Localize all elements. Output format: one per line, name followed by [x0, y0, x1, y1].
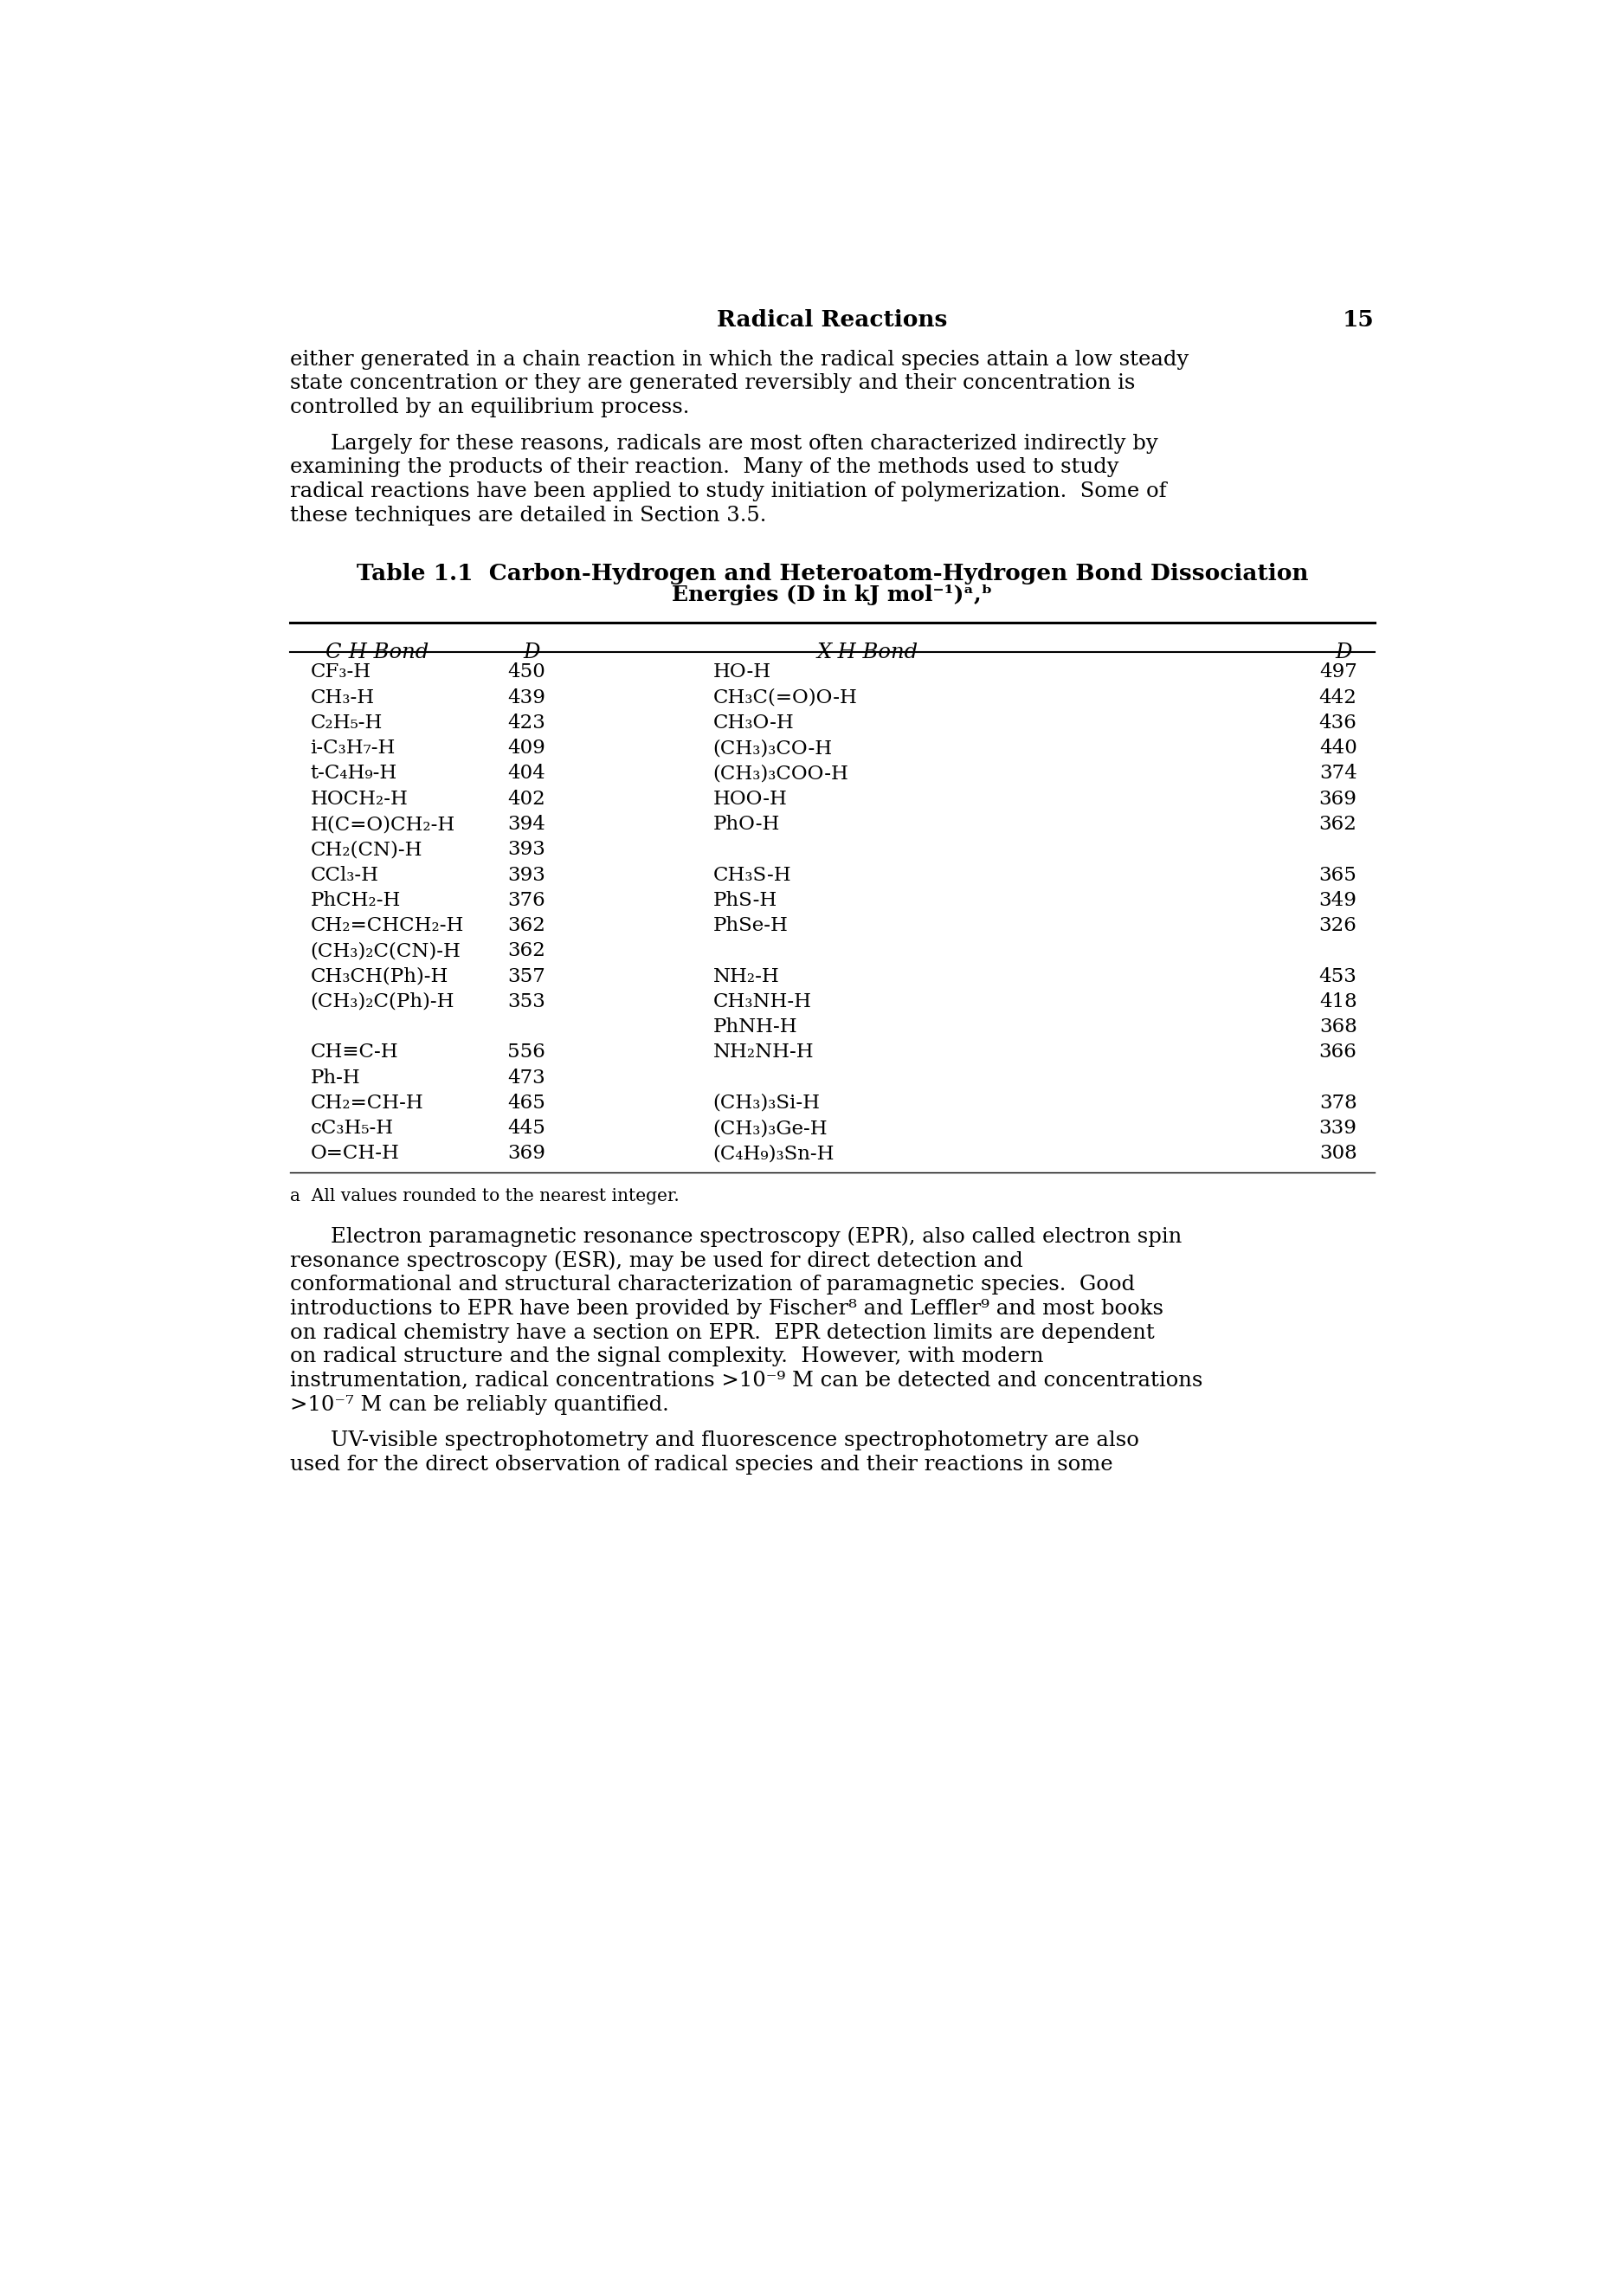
Text: 15: 15 — [1343, 309, 1374, 332]
Text: CH₃CH(Ph)-H: CH₃CH(Ph)-H — [310, 966, 448, 986]
Text: Largely for these reasons, radicals are most often characterized indirectly by: Largely for these reasons, radicals are … — [330, 434, 1158, 452]
Text: on radical structure and the signal complexity.  However, with modern: on radical structure and the signal comp… — [291, 1348, 1044, 1366]
Text: PhO-H: PhO-H — [713, 814, 780, 834]
Text: 326: 326 — [1319, 916, 1358, 934]
Text: 368: 368 — [1319, 1018, 1358, 1036]
Text: 369: 369 — [507, 1143, 546, 1164]
Text: 404: 404 — [507, 764, 546, 784]
Text: Ph-H: Ph-H — [310, 1068, 361, 1086]
Text: >10⁻⁷ M can be reliably quantified.: >10⁻⁷ M can be reliably quantified. — [291, 1396, 669, 1414]
Text: CH₃S-H: CH₃S-H — [713, 866, 791, 884]
Text: HOO-H: HOO-H — [713, 789, 788, 809]
Text: 362: 362 — [507, 941, 546, 961]
Text: (CH₃)₃CO-H: (CH₃)₃CO-H — [713, 739, 833, 757]
Text: CH₃C(=O)O-H: CH₃C(=O)O-H — [713, 689, 857, 707]
Text: CH₃NH-H: CH₃NH-H — [713, 993, 812, 1011]
Text: 357: 357 — [507, 966, 546, 986]
Text: 394: 394 — [507, 814, 546, 834]
Text: examining the products of their reaction.  Many of the methods used to study: examining the products of their reaction… — [291, 457, 1119, 477]
Text: conformational and structural characterization of paramagnetic species.  Good: conformational and structural characteri… — [291, 1275, 1135, 1296]
Text: CH₂=CHCH₂-H: CH₂=CHCH₂-H — [310, 916, 464, 934]
Text: 369: 369 — [1319, 789, 1358, 809]
Text: 353: 353 — [507, 993, 546, 1011]
Text: X-H Bond: X-H Bond — [817, 643, 918, 664]
Text: 450: 450 — [507, 664, 546, 682]
Text: 409: 409 — [507, 739, 546, 757]
Text: HOCH₂-H: HOCH₂-H — [310, 789, 408, 809]
Text: C₂H₅-H: C₂H₅-H — [310, 714, 383, 732]
Text: a  All values rounded to the nearest integer.: a All values rounded to the nearest inte… — [291, 1189, 679, 1205]
Text: 402: 402 — [507, 789, 546, 809]
Text: Electron paramagnetic resonance spectroscopy (EPR), also called electron spin: Electron paramagnetic resonance spectros… — [330, 1227, 1182, 1248]
Text: PhSe-H: PhSe-H — [713, 916, 788, 934]
Text: C-H Bond: C-H Bond — [326, 643, 429, 664]
Text: these techniques are detailed in Section 3.5.: these techniques are detailed in Section… — [291, 505, 767, 525]
Text: 465: 465 — [507, 1093, 546, 1111]
Text: CH₃O-H: CH₃O-H — [713, 714, 794, 732]
Text: t-C₄H₉-H: t-C₄H₉-H — [310, 764, 398, 784]
Text: 442: 442 — [1319, 689, 1358, 707]
Text: (CH₃)₃COO-H: (CH₃)₃COO-H — [713, 764, 849, 784]
Text: 308: 308 — [1319, 1143, 1358, 1164]
Text: 556: 556 — [507, 1043, 546, 1061]
Text: 453: 453 — [1319, 966, 1358, 986]
Text: (CH₃)₂C(Ph)-H: (CH₃)₂C(Ph)-H — [310, 993, 455, 1011]
Text: PhCH₂-H: PhCH₂-H — [310, 891, 401, 909]
Text: resonance spectroscopy (ESR), may be used for direct detection and: resonance spectroscopy (ESR), may be use… — [291, 1250, 1023, 1271]
Text: 439: 439 — [507, 689, 546, 707]
Text: introductions to EPR have been provided by Fischer⁸ and Leffler⁹ and most books: introductions to EPR have been provided … — [291, 1298, 1164, 1318]
Text: D: D — [1335, 643, 1351, 664]
Text: 393: 393 — [507, 841, 546, 859]
Text: CH₂(CN)-H: CH₂(CN)-H — [310, 841, 422, 859]
Text: 423: 423 — [507, 714, 546, 732]
Text: CH₃-H: CH₃-H — [310, 689, 375, 707]
Text: 365: 365 — [1319, 866, 1358, 884]
Text: used for the direct observation of radical species and their reactions in some: used for the direct observation of radic… — [291, 1455, 1112, 1475]
Text: (C₄H₉)₃Sn-H: (C₄H₉)₃Sn-H — [713, 1143, 835, 1164]
Text: radical reactions have been applied to study initiation of polymerization.  Some: radical reactions have been applied to s… — [291, 482, 1166, 502]
Text: Energies (D in kJ mol⁻¹)ᵃ,ᵇ: Energies (D in kJ mol⁻¹)ᵃ,ᵇ — [672, 584, 992, 605]
Text: CH≡C-H: CH≡C-H — [310, 1043, 398, 1061]
Text: D: D — [523, 643, 541, 664]
Text: 497: 497 — [1319, 664, 1358, 682]
Text: 393: 393 — [507, 866, 546, 884]
Text: 366: 366 — [1319, 1043, 1358, 1061]
Text: (CH₃)₂C(CN)-H: (CH₃)₂C(CN)-H — [310, 941, 461, 961]
Text: O=CH-H: O=CH-H — [310, 1143, 400, 1164]
Text: 362: 362 — [507, 916, 546, 934]
Text: PhS-H: PhS-H — [713, 891, 778, 909]
Text: UV-visible spectrophotometry and fluorescence spectrophotometry are also: UV-visible spectrophotometry and fluores… — [330, 1432, 1138, 1450]
Text: i-C₃H₇-H: i-C₃H₇-H — [310, 739, 396, 757]
Text: 376: 376 — [507, 891, 546, 909]
Text: Table 1.1  Carbon-Hydrogen and Heteroatom-Hydrogen Bond Dissociation: Table 1.1 Carbon-Hydrogen and Heteroatom… — [356, 564, 1309, 584]
Text: (CH₃)₃Ge-H: (CH₃)₃Ge-H — [713, 1118, 828, 1139]
Text: 440: 440 — [1319, 739, 1358, 757]
Text: HO-H: HO-H — [713, 664, 771, 682]
Text: 362: 362 — [1319, 814, 1358, 834]
Text: 473: 473 — [507, 1068, 546, 1086]
Text: 436: 436 — [1319, 714, 1358, 732]
Text: 339: 339 — [1319, 1118, 1358, 1139]
Text: state concentration or they are generated reversibly and their concentration is: state concentration or they are generate… — [291, 373, 1135, 393]
Text: H(C=O)CH₂-H: H(C=O)CH₂-H — [310, 814, 455, 834]
Text: controlled by an equilibrium process.: controlled by an equilibrium process. — [291, 398, 690, 418]
Text: 349: 349 — [1319, 891, 1358, 909]
Text: (CH₃)₃Si-H: (CH₃)₃Si-H — [713, 1093, 820, 1111]
Text: instrumentation, radical concentrations >10⁻⁹ M can be detected and concentratio: instrumentation, radical concentrations … — [291, 1371, 1203, 1391]
Text: PhNH-H: PhNH-H — [713, 1018, 797, 1036]
Text: cC₃H₅-H: cC₃H₅-H — [310, 1118, 393, 1139]
Text: 418: 418 — [1319, 993, 1358, 1011]
Text: 378: 378 — [1319, 1093, 1358, 1111]
Text: NH₂-H: NH₂-H — [713, 966, 780, 986]
Text: CCl₃-H: CCl₃-H — [310, 866, 378, 884]
Text: either generated in a chain reaction in which the radical species attain a low s: either generated in a chain reaction in … — [291, 350, 1189, 368]
Text: NH₂NH-H: NH₂NH-H — [713, 1043, 814, 1061]
Text: CH₂=CH-H: CH₂=CH-H — [310, 1093, 424, 1111]
Text: CF₃-H: CF₃-H — [310, 664, 370, 682]
Text: 374: 374 — [1319, 764, 1358, 784]
Text: Radical Reactions: Radical Reactions — [718, 309, 947, 332]
Text: on radical chemistry have a section on EPR.  EPR detection limits are dependent: on radical chemistry have a section on E… — [291, 1323, 1155, 1343]
Text: 445: 445 — [507, 1118, 546, 1139]
